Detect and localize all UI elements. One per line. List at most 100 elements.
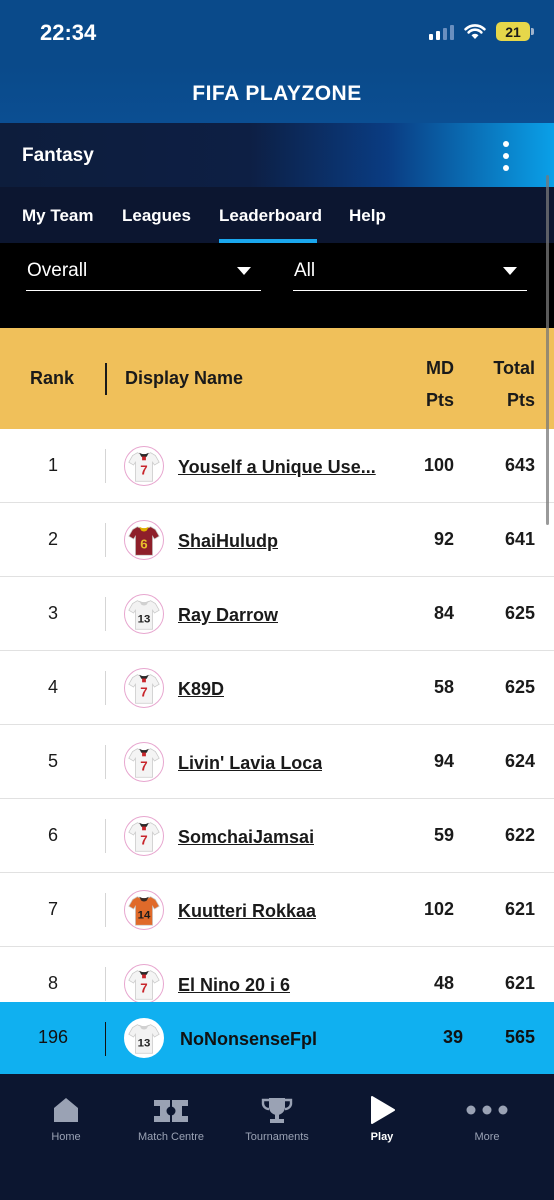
shirt-icon: 7 — [128, 748, 160, 778]
row-total-pts: 641 — [504, 529, 535, 549]
scrollbar[interactable] — [546, 175, 549, 525]
filter-value: Overall — [27, 260, 88, 281]
tab-my-team[interactable]: My Team — [22, 206, 94, 225]
row-rank: 5 — [47, 751, 58, 771]
team-name-link[interactable]: Ray Darrow — [178, 605, 279, 625]
play-icon — [371, 1096, 395, 1124]
shirt-icon: 7 — [128, 822, 160, 852]
column-header-display-name[interactable]: Display Name — [125, 368, 244, 388]
column-divider — [105, 893, 106, 927]
status-bar: 22:34 21 — [0, 0, 554, 64]
team-name-link[interactable]: SomchaiJamsai — [178, 827, 315, 847]
row-md-pts: 58 — [433, 677, 454, 697]
nav-label: More — [474, 1131, 500, 1143]
more-vertical-icon[interactable] — [496, 141, 516, 171]
column-divider — [105, 1022, 106, 1056]
shirt-number: 7 — [140, 759, 147, 774]
nav-tournaments[interactable]: Tournaments — [222, 1096, 332, 1143]
row-md-pts: 102 — [423, 899, 454, 919]
team-shirt-avatar: 6 — [124, 520, 164, 560]
shirt-number: 13 — [138, 614, 151, 626]
table-row[interactable]: 1 7 Youself a Unique Use... 100 643 — [0, 429, 554, 503]
scope-filter-dropdown[interactable]: All — [293, 257, 527, 291]
shirt-number: 14 — [138, 910, 151, 922]
tab-leagues[interactable]: Leagues — [122, 206, 191, 225]
column-divider — [105, 745, 106, 779]
nav-label: Tournaments — [245, 1131, 309, 1143]
active-tab-indicator — [219, 239, 317, 243]
team-name-link[interactable]: NoNonsenseFpl — [180, 1029, 318, 1049]
column-divider — [105, 449, 106, 483]
home-icon — [54, 1098, 78, 1122]
battery-icon: 21 — [496, 22, 534, 41]
section-header: Fantasy — [0, 123, 554, 187]
trophy-icon — [261, 1098, 293, 1123]
row-rank: 7 — [47, 899, 58, 919]
team-shirt-avatar: 14 — [124, 890, 164, 930]
row-md-pts: 100 — [423, 455, 454, 475]
nav-home[interactable]: Home — [11, 1096, 121, 1143]
team-shirt-avatar: 7 — [124, 446, 164, 486]
shirt-icon: 13 — [128, 1024, 160, 1054]
nav-label: Play — [370, 1131, 394, 1143]
tab-help[interactable]: Help — [349, 206, 386, 225]
row-md-pts: 84 — [433, 603, 454, 623]
chevron-down-icon — [503, 267, 517, 275]
row-rank: 1 — [47, 455, 58, 475]
row-total-pts: 621 — [504, 973, 535, 993]
table-row[interactable]: 2 6 ShaiHuludp 92 641 — [0, 503, 554, 577]
status-icons: 21 — [429, 22, 534, 41]
table-row[interactable]: 7 14 Kuutteri Rokkaa 102 621 — [0, 873, 554, 947]
column-header-md-pts[interactable]: MD Pts — [426, 352, 454, 416]
row-total-pts: 625 — [504, 677, 535, 697]
column-header-rank[interactable]: Rank — [30, 368, 75, 388]
header-line: Total — [493, 358, 535, 378]
column-divider — [105, 363, 107, 395]
row-total-pts: 625 — [504, 603, 535, 623]
overall-filter-dropdown[interactable]: Overall — [26, 257, 261, 291]
tab-leaderboard[interactable]: Leaderboard — [219, 206, 322, 225]
row-rank: 8 — [47, 973, 58, 993]
header-line: Pts — [506, 390, 535, 410]
pitch-icon — [154, 1100, 188, 1122]
nav-more[interactable]: More — [432, 1096, 542, 1143]
shirt-number: 13 — [138, 1038, 151, 1050]
team-shirt-avatar: 13 — [124, 1018, 164, 1058]
team-name-link[interactable]: Youself a Unique Use... — [178, 457, 376, 477]
shirt-icon: 6 — [128, 526, 160, 556]
team-shirt-avatar: 7 — [124, 964, 164, 1004]
status-time: 22:34 — [40, 20, 97, 45]
table-row[interactable]: 6 7 SomchaiJamsai 59 622 — [0, 799, 554, 873]
table-row[interactable]: 4 7 K89D 58 625 — [0, 651, 554, 725]
table-row[interactable]: 5 7 Livin' Lavia Loca 94 624 — [0, 725, 554, 799]
row-md-pts: 92 — [433, 529, 454, 549]
brand-header: FIFA PLAYZONE — [0, 64, 554, 123]
wifi-icon — [464, 24, 486, 39]
team-name-link[interactable]: K89D — [178, 679, 225, 699]
tab-bar: My Team Leagues Leaderboard Help — [0, 187, 554, 243]
column-divider — [105, 819, 106, 853]
team-name-link[interactable]: Livin' Lavia Loca — [178, 753, 323, 773]
row-total-pts: 643 — [504, 455, 535, 475]
row-rank: 3 — [47, 603, 58, 623]
more-horizontal-icon — [466, 1105, 508, 1115]
column-header-total-pts[interactable]: Total Pts — [493, 352, 535, 416]
row-total-pts: 565 — [504, 1027, 535, 1047]
column-divider — [105, 523, 106, 557]
team-name-link[interactable]: Kuutteri Rokkaa — [178, 901, 317, 921]
team-name-link[interactable]: ShaiHuludp — [178, 531, 278, 551]
bottom-navigation: Home Match Centre Tournaments Play — [0, 1074, 554, 1200]
shirt-number: 7 — [140, 833, 147, 848]
team-shirt-avatar: 13 — [124, 594, 164, 634]
team-name-link[interactable]: El Nino 20 i 6 — [178, 975, 291, 995]
row-rank: 6 — [47, 825, 58, 845]
current-user-row[interactable]: 196 13 NoNonsenseFpl 39 565 — [0, 1002, 554, 1074]
team-shirt-avatar: 7 — [124, 816, 164, 856]
nav-play[interactable]: Play — [327, 1096, 437, 1143]
nav-match-centre[interactable]: Match Centre — [116, 1096, 226, 1143]
row-total-pts: 622 — [504, 825, 535, 845]
nav-label: Home — [51, 1131, 81, 1143]
shirt-icon: 7 — [128, 970, 160, 1000]
table-row[interactable]: 3 13 Ray Darrow 84 625 — [0, 577, 554, 651]
row-md-pts: 39 — [442, 1027, 463, 1047]
